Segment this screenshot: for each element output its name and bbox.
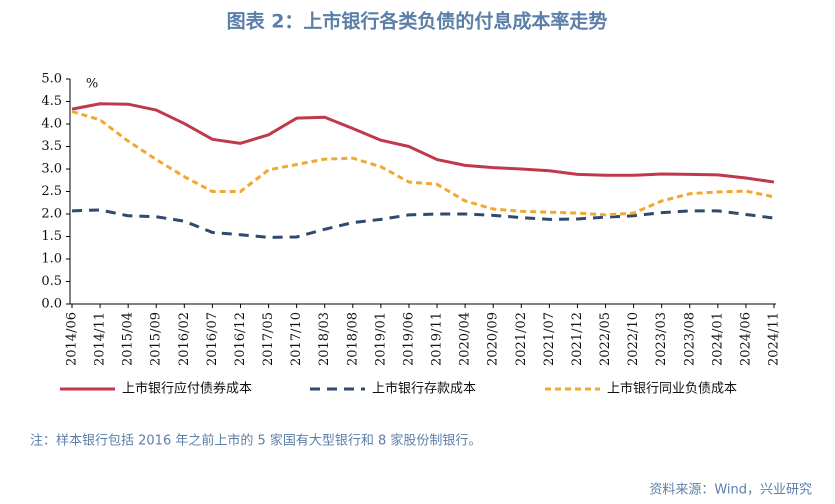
y-tick-label: 2.5 xyxy=(41,184,62,199)
y-tick-label: 0.5 xyxy=(41,274,62,289)
x-tick-label: 2021/12 xyxy=(570,312,585,366)
x-tick-label: 2020/09 xyxy=(486,312,501,366)
x-tick-label: 2016/12 xyxy=(233,312,248,366)
y-tick-label: 5.0 xyxy=(41,72,62,87)
source: 资料来源：Wind，兴业研究 xyxy=(649,483,812,498)
series-line xyxy=(71,208,775,239)
x-tick-label: 2018/08 xyxy=(345,312,360,366)
x-tick-label: 2019/11 xyxy=(430,312,445,366)
x-tick-label: 2019/06 xyxy=(401,312,416,366)
series-line xyxy=(71,102,775,184)
y-tick-label: 3.0 xyxy=(41,162,62,177)
x-tick-label: 2014/11 xyxy=(93,312,108,366)
legend-label: 上市银行同业负债成本 xyxy=(607,381,737,397)
x-tick-label: 2023/08 xyxy=(682,312,697,366)
y-tick-label: 1.5 xyxy=(41,229,62,244)
y-tick-label: 2.0 xyxy=(41,207,62,222)
x-tick-label: 2022/05 xyxy=(598,312,613,366)
x-tick-label: 2014/06 xyxy=(65,312,80,366)
x-tick-label: 2024/01 xyxy=(710,312,725,366)
x-tick-label: 2024/11 xyxy=(767,312,782,366)
y-tick-label: 4.0 xyxy=(41,117,62,132)
x-tick-label: 2021/07 xyxy=(542,312,557,366)
x-tick-label: 2015/09 xyxy=(149,312,164,366)
x-tick-label: 2018/03 xyxy=(317,312,332,366)
y-tick-label: 0.0 xyxy=(41,297,62,312)
series-line xyxy=(71,109,775,217)
y-tick-label: 4.5 xyxy=(41,94,62,109)
y-tick-label: 3.5 xyxy=(41,139,62,154)
x-tick-label: 2016/07 xyxy=(205,312,220,366)
x-tick-label: 2017/05 xyxy=(261,312,276,366)
chart-title: 图表 2：上市银行各类负债的付息成本率走势 xyxy=(227,10,608,33)
x-tick-label: 2024/06 xyxy=(738,312,753,366)
x-tick-label: 2017/10 xyxy=(289,312,304,366)
x-tick-label: 2021/02 xyxy=(514,312,529,366)
y-unit: % xyxy=(86,77,98,92)
x-tick-label: 2022/10 xyxy=(626,312,641,366)
x-tick-label: 2019/01 xyxy=(373,312,388,366)
y-tick-label: 1.0 xyxy=(41,252,62,267)
legend-label: 上市银行应付债券成本 xyxy=(122,381,252,397)
legend-label: 上市银行存款成本 xyxy=(372,381,476,397)
x-tick-label: 2015/04 xyxy=(121,312,136,366)
x-tick-label: 2020/04 xyxy=(458,312,473,366)
note: 注：样本银行包括 2016 年之前上市的 5 家国有大型银行和 8 家股份制银行… xyxy=(30,433,481,449)
x-tick-label: 2023/03 xyxy=(654,312,669,366)
x-tick-label: 2016/02 xyxy=(177,312,192,366)
